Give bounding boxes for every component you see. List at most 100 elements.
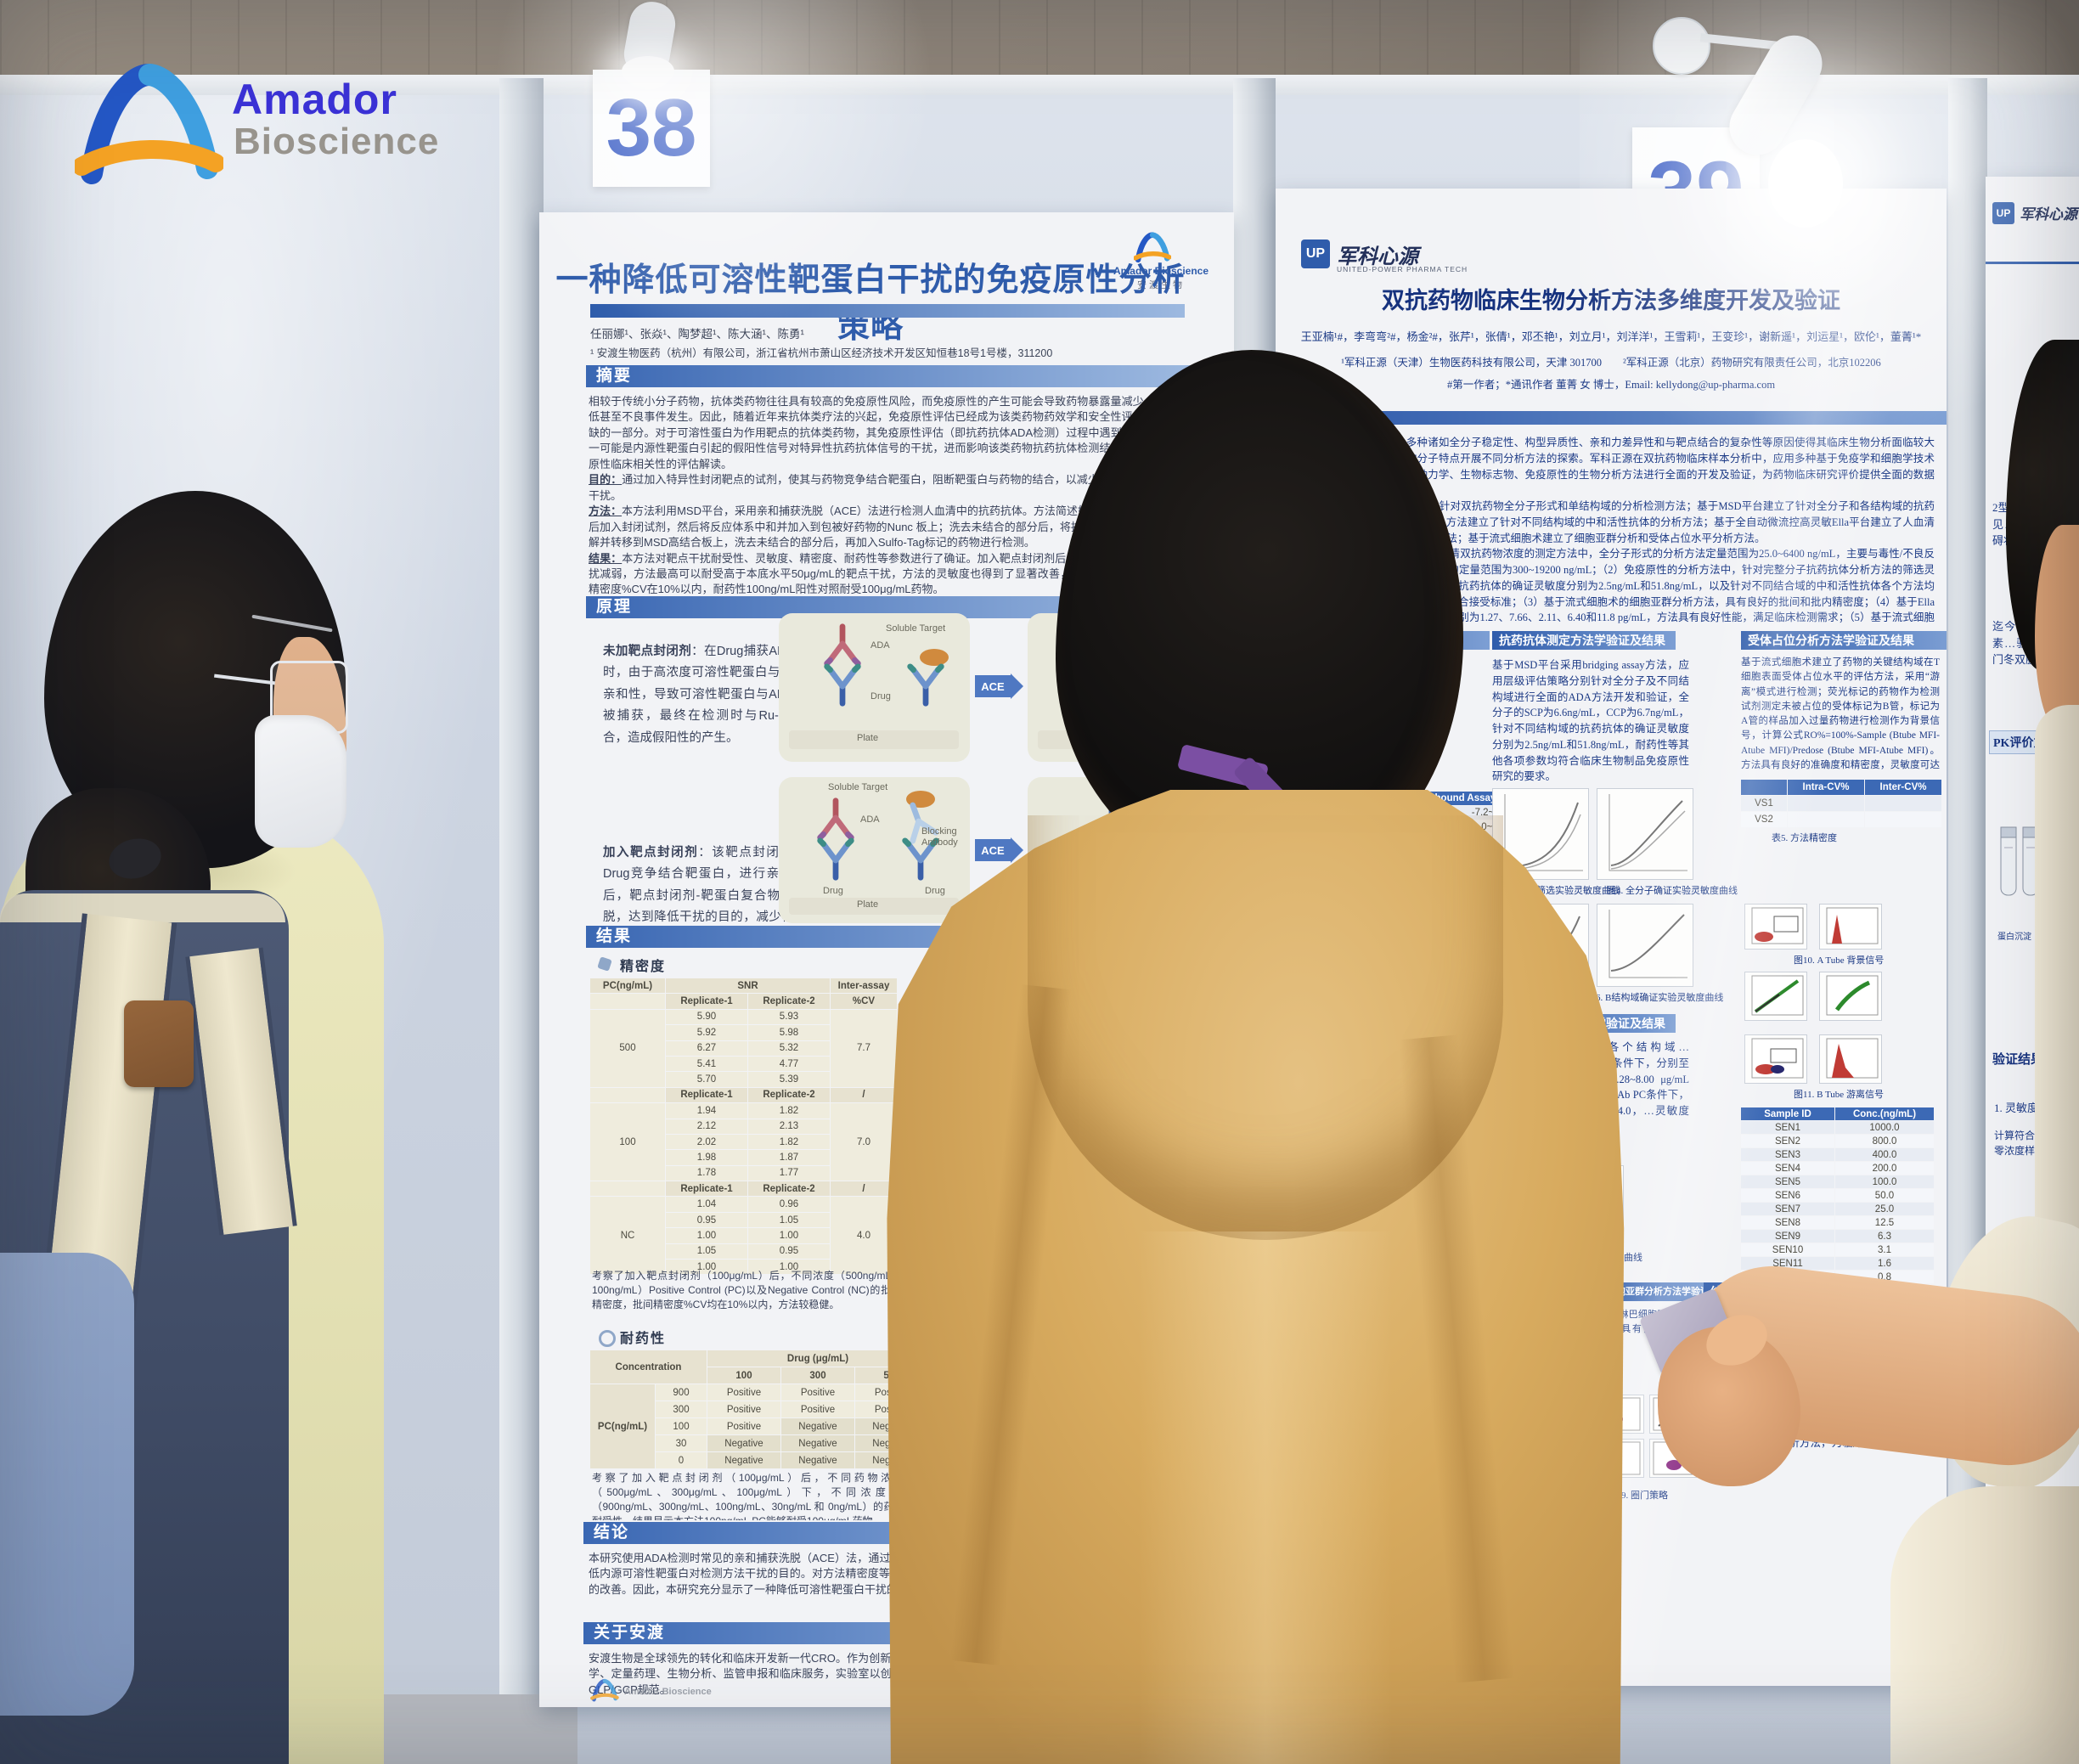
cell: SEN9: [1741, 1230, 1834, 1243]
soluble-target-icon: [920, 649, 949, 666]
cell: SEN8: [1741, 1216, 1834, 1229]
result-label: 结果：: [589, 551, 623, 565]
poster38-brand-en: Amador Bioscience: [1113, 265, 1209, 277]
cell: 1.04: [666, 1197, 747, 1212]
lamp-39-bulb: [1768, 139, 1843, 228]
p39-vs-table: Intra-CV% Inter-CV% VS1 VS2: [1741, 780, 1941, 827]
poster40-item1: 1. 灵敏度: [1994, 1102, 2039, 1114]
cell: PC(ng/mL): [590, 1384, 655, 1468]
abstract-intro: 相较于传统小分子药物，抗体类药物往往具有较高的免疫原性风险，而免疫原性的产生可能…: [589, 395, 1188, 471]
poster38-brand: Amador Bioscience 安渡生物: [1093, 231, 1229, 290]
cell: Sample ID: [1741, 1107, 1834, 1120]
antibody-ada-icon: [824, 623, 861, 667]
flow-scatter-green-figure: [1744, 972, 1807, 1021]
flow-scatter-red-figure: [1744, 1034, 1807, 1084]
cell: 4.77: [748, 1056, 830, 1072]
cell: 1000.0: [1835, 1121, 1934, 1134]
amador-watermark: Amador Bioscience: [75, 59, 499, 195]
antibody-drug-icon: [817, 837, 854, 881]
lamp-38-bulb: [622, 56, 674, 87]
principle-text-1: 未加靶点封闭剂：在Drug捕获ADA的同时，由于高浓度可溶性靶蛋白与Drug的亲…: [603, 641, 820, 749]
cell: SEN10: [1741, 1243, 1834, 1256]
p39-col2-header: 抗药抗体测定方法学验证及结果: [1492, 631, 1676, 650]
cell: SEN3: [1741, 1148, 1834, 1161]
poster38-brand-cn: 安渡生物: [1137, 280, 1185, 290]
ace-arrowhead-icon: [1011, 673, 1023, 699]
cell: Negative: [781, 1452, 854, 1468]
cell: 1.98: [666, 1150, 747, 1165]
amador-arch-icon: [75, 64, 223, 184]
person-center: [883, 340, 1639, 1764]
flow-histogram-red-figure: [1819, 904, 1882, 950]
cell: 3.1: [1835, 1243, 1934, 1256]
cell: 1.00: [666, 1260, 747, 1275]
cell: PC(ng/mL): [590, 978, 665, 994]
cell: [1788, 812, 1864, 827]
cell: 4.0: [831, 1197, 897, 1275]
cell: 900: [656, 1384, 707, 1400]
principle1-body: ：在Drug捕获ADA的同时，由于高浓度可溶性靶蛋白与Drug的亲和性，导致可溶…: [603, 645, 820, 745]
label-ada: ADA: [870, 640, 890, 651]
flow-scatter-red-figure: [1744, 904, 1807, 950]
cell: 50.0: [1835, 1189, 1934, 1202]
cell: 100: [656, 1418, 707, 1434]
cell: SEN4: [1741, 1162, 1834, 1175]
cell: [590, 1087, 665, 1103]
cell: Negative: [707, 1452, 780, 1468]
ace-arrow-1: ACE: [975, 673, 1023, 699]
poster39-title: 双抗药物临床生物分析方法多维度开发及验证: [1382, 288, 1840, 313]
cell: Positive: [707, 1401, 780, 1417]
antibody-drug-icon: [902, 837, 939, 881]
cell: 1.05: [666, 1243, 747, 1260]
tolerance-subtitle: 耐药性: [620, 1332, 667, 1346]
label-ada: ADA: [860, 814, 880, 825]
board-number-38: 38: [606, 82, 697, 173]
cell: Drug (μg/mL): [707, 1350, 928, 1367]
person-right: [1614, 331, 2079, 1764]
poster38-title-rule: [590, 304, 1185, 318]
watermark-line1: Amador: [232, 76, 397, 123]
bullet-icon: [597, 956, 612, 972]
cell: SNR: [666, 978, 830, 994]
cell: 1.00: [666, 1228, 747, 1243]
cell: 5.41: [666, 1056, 747, 1072]
cell: [590, 994, 665, 1009]
cell: [1865, 812, 1941, 827]
label-plate: Plate: [857, 733, 879, 743]
cell: 1.87: [748, 1150, 830, 1165]
figure10-caption: 图10. A Tube 背景信号: [1794, 955, 1885, 966]
cell: /: [831, 1181, 897, 1197]
person-center-jacket: [887, 790, 1625, 1764]
cell: SEN1: [1741, 1121, 1834, 1134]
cell: SEN7: [1741, 1203, 1834, 1215]
cell: 1.05: [748, 1212, 830, 1228]
poster39-brand: UP 军科心源 UNITED-POWER PHARMA TECH: [1301, 240, 1505, 284]
cell: 1.78: [666, 1165, 747, 1181]
cell: [1741, 780, 1787, 795]
poster39-brand-en: UNITED-POWER PHARMA TECH: [1337, 265, 1468, 273]
label-plate: Plate: [857, 899, 879, 910]
cell: Negative: [781, 1418, 854, 1434]
cell: NC: [590, 1197, 665, 1275]
cell: 1.6: [1835, 1257, 1934, 1270]
principle1-label: 未加靶点封闭剂: [603, 645, 692, 658]
person-right-cheek: [2035, 525, 2079, 729]
cell: Intra-CV%: [1788, 780, 1864, 795]
tolerance-table: Concentration Drug (μg/mL) 100 300 500 P…: [590, 1350, 928, 1468]
cell: 12.5: [1835, 1216, 1934, 1229]
figure9-caption: 图9. 圈门策略: [1612, 1491, 1668, 1501]
label-soluble-target: Soluble Target: [886, 623, 946, 634]
cell: Negative: [781, 1435, 854, 1451]
label-drug: Drug: [925, 886, 945, 896]
p39-col3-header: 受体占位分析方法学验证及结果: [1741, 631, 1947, 650]
section-bar-abstract: 摘要: [586, 365, 1192, 387]
sample-tube-icon: [2000, 826, 2039, 896]
backpack-front-pocket: [0, 1253, 134, 1716]
cell: 5.98: [748, 1025, 830, 1040]
up-logo-icon: UP: [1992, 202, 2014, 224]
cell: 2.02: [666, 1134, 747, 1150]
amador-arch-icon: [590, 1678, 619, 1702]
cell: [1788, 796, 1864, 811]
cell: Replicate-2: [748, 1181, 830, 1197]
cell: 25.0: [1835, 1203, 1934, 1215]
